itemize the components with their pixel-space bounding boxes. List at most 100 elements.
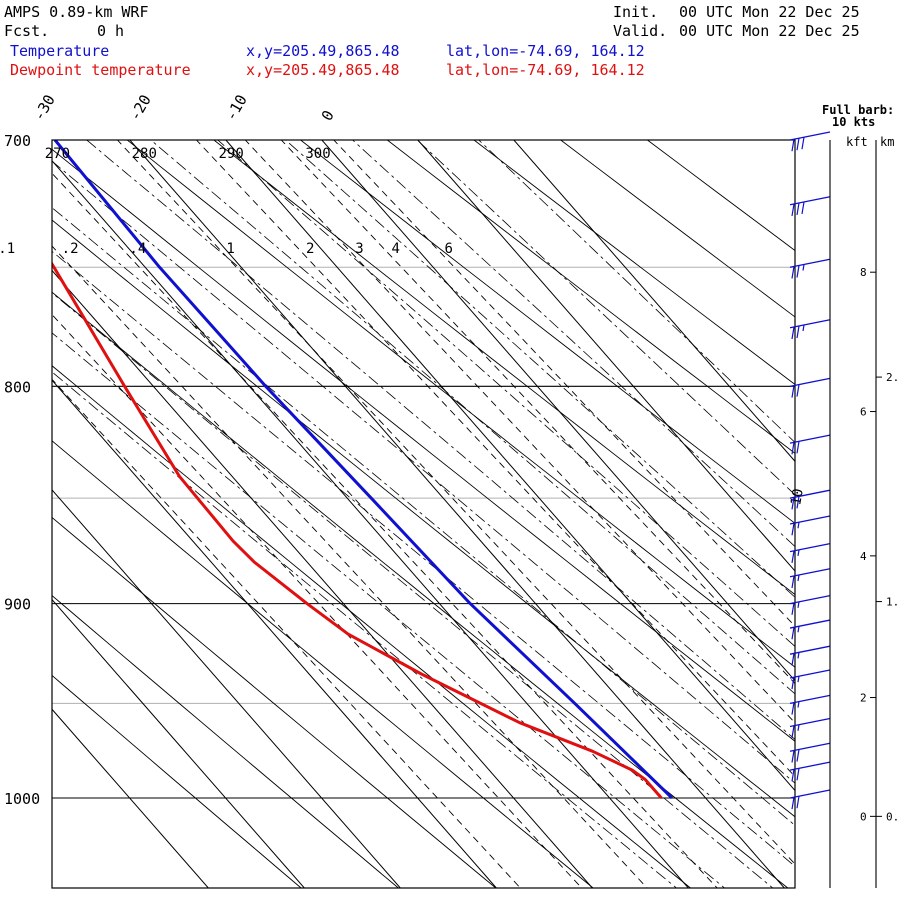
mixing-ratio-line [116,140,795,865]
wind-barb-full-tick [791,797,795,810]
km-tick-label: 2. [886,371,899,384]
km-tick-label: 1. [886,596,899,609]
wind-barb-staff [789,319,831,329]
wind-barb-full-tick [796,749,800,762]
isotherm-label: -30 [30,92,59,124]
wind-barb-staff [789,543,831,553]
kft-axis-label: kft [846,135,868,149]
kft-tick-label: 4 [860,550,867,563]
wind-barb [789,377,831,398]
mixing-ratio-line [52,378,521,888]
mixing-ratio-line [280,140,795,685]
barb-legend-line2: 10 kts [832,115,875,129]
wind-barb-full-tick [801,137,805,150]
wind-barb-staff [789,568,831,578]
wind-barb-staff [789,258,831,268]
isotherm-label: -10 [222,92,251,124]
moist-adiabat-line [52,160,795,784]
kft-tick-label: 2 [860,692,867,705]
dry-adiabat-label: 280 [132,146,157,162]
mixing-ratio-line [52,313,583,888]
wind-barb-staff [789,515,831,525]
wind-barb-staff [789,489,831,499]
wind-barb-staff [789,434,831,444]
wind-barb [789,742,831,763]
mixing-ratio-label: .4 [129,241,146,257]
pressure-tick-label: 700 [4,132,31,150]
wind-barb-half-tick [802,264,805,271]
wind-barb-half-tick [802,324,805,332]
wind-barb-half-tick [797,724,800,731]
kft-tick-label: 6 [860,406,867,419]
wind-barb-full-tick [791,602,795,615]
wind-barb-staff [789,717,831,728]
wind-barb-staff [789,761,831,771]
isotherm-line [129,140,785,888]
plot-frame [51,139,796,889]
model-title: AMPS 0.89-km WRF [4,3,149,21]
isotherm-line [52,489,401,888]
wind-barb-full-tick [791,769,795,782]
wind-barb-half-tick [797,701,800,708]
dry-adiabat-line [52,365,692,888]
mixing-ratio-line [52,172,718,888]
wind-barb-staff [789,742,831,752]
mixing-ratio-label: 4 [391,241,399,257]
wind-barb [789,669,831,690]
isotherm-line [52,159,689,888]
moist-adiabat-line [52,332,726,888]
wind-barb-staff [789,789,831,799]
dry-adiabat-label: 290 [218,146,243,162]
wind-barb [789,694,831,715]
wind-barb [789,434,831,455]
wind-barb-full-tick [791,653,795,666]
wind-barb-half-tick [797,626,800,633]
wind-barb-full-tick [791,139,795,152]
dry-adiabat-line [52,148,795,742]
wind-barb-full-tick [791,203,795,217]
moist-adiabat-line [52,292,774,888]
wind-barb-full-tick [796,441,800,454]
wind-barb-full-tick [796,202,800,216]
wind-barb-full-tick [791,442,795,455]
moist-adiabat-line [52,371,678,888]
dry-adiabat-line [52,291,789,888]
wind-barb [789,717,831,738]
wind-barb-half-tick [797,574,800,582]
moist-adiabat-line [150,140,795,695]
wind-barb-full-tick [801,201,805,215]
wind-barb-staff [789,594,831,605]
wind-barb-staff [789,377,831,387]
legend-temperature-latlon: lat,lon=-74.69, 164.12 [446,42,645,60]
wind-barb [789,543,831,563]
dry-adiabat-line [126,140,795,668]
forecast-hours: 0 h [97,22,125,40]
dry-adiabat-line [386,140,795,454]
dry-adiabat-line [299,140,795,524]
wind-barb-full-tick [796,325,800,339]
isotherm-line [52,598,305,888]
wind-barb-staff [789,645,831,655]
mixing-ratio-label: .1 [0,241,15,257]
mixing-ratio-label: 6 [444,241,452,257]
legend-dewpoint-xy: x,y=205.49,865.48 [246,61,400,79]
dry-adiabat-line [213,140,795,596]
wind-barb [789,619,831,640]
wind-barb-full-tick [791,326,795,340]
init-time: 00 UTC Mon 22 Dec 25 [679,3,860,21]
wind-barb [789,594,831,615]
isotherm-line [52,269,593,888]
isotherm-line [52,708,209,888]
wind-barb-half-tick [797,652,800,659]
temperature-profile-line [53,140,674,800]
wind-barb-full-tick [796,384,800,397]
legend-dewpoint-latlon: lat,lon=-74.69, 164.12 [446,61,645,79]
valid-label: Valid. [613,22,668,40]
moist-adiabat-line [217,140,795,647]
wind-barb-staff [789,669,831,679]
wind-barb-half-tick [797,549,800,556]
wind-barb-full-tick [791,523,795,536]
moist-adiabat-line [416,140,795,496]
wind-barb [789,789,831,810]
isotherm-label: 0 [318,107,338,124]
